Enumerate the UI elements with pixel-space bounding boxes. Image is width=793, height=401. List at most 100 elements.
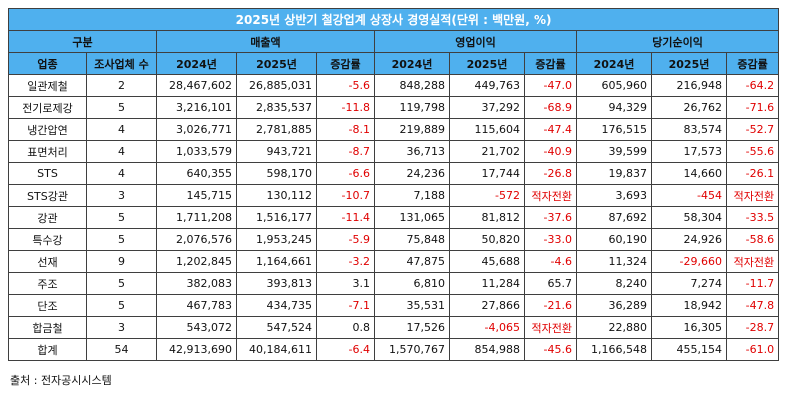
net-change-cell: -47.8 — [725, 294, 780, 317]
net-2025-cell: -29,660 — [651, 250, 727, 273]
op-change-cell: -37.6 — [524, 206, 577, 229]
industry-cell: 일관제철 — [8, 74, 87, 97]
op-2024-cell: 75,848 — [374, 228, 450, 251]
table-row: 합금철 3 543,072 547,524 0.8 17,526 -4,065 적자전환 22,… — [8, 316, 780, 339]
op-2025-cell: 11,284 — [449, 272, 525, 295]
sales-change-cell: -7.1 — [316, 294, 375, 317]
net-change-cell: -55.6 — [725, 140, 780, 163]
net-change-cell: -52.7 — [725, 118, 780, 141]
source-note: 출처 : 전자공시시스템 — [10, 374, 112, 387]
net-change-cell: -11.7 — [725, 272, 780, 295]
sales-2024-cell: 640,355 — [156, 162, 237, 185]
op-2024-cell: 35,531 — [374, 294, 450, 317]
sales-change-cell: -11.8 — [316, 96, 375, 119]
sales-2025-cell: 598,170 — [236, 162, 317, 185]
op-2024-cell: 131,065 — [374, 206, 450, 229]
net-change-cell: -61.0 — [725, 338, 780, 361]
op-2024-cell: 1,570,767 — [374, 338, 450, 361]
header-sales: 매출액 — [156, 30, 375, 53]
industry-cell: 합금철 — [8, 316, 87, 339]
table-row: 표면처리 4 1,033,579 943,721 -8.7 36,713 21,702 -40… — [8, 140, 780, 163]
industry-cell: STS강관 — [8, 184, 87, 207]
net-2024-cell: 605,960 — [576, 74, 652, 97]
sales-2024-cell: 2,076,576 — [156, 228, 237, 251]
net-2024-cell: 8,240 — [576, 272, 652, 295]
net-change-cell: 적자전환 — [725, 184, 780, 207]
op-2025-cell: 37,292 — [449, 96, 525, 119]
op-2024-cell: 219,889 — [374, 118, 450, 141]
net-2024-cell: 3,693 — [576, 184, 652, 207]
performance-table: 2025년 상반기 철강업계 상장사 경영실적(단위 : 백만원, %) 구분 … — [7, 8, 780, 361]
header-sales-2025: 2025년 — [236, 52, 317, 75]
companies-cell: 4 — [86, 140, 157, 163]
op-2025-cell: 115,604 — [449, 118, 525, 141]
op-change-cell: 적자전환 — [524, 316, 577, 339]
net-2024-cell: 1,166,548 — [576, 338, 652, 361]
net-2025-cell: 18,942 — [651, 294, 727, 317]
op-change-cell: -26.8 — [524, 162, 577, 185]
op-2025-cell: -4,065 — [449, 316, 525, 339]
industry-cell: 표면처리 — [8, 140, 87, 163]
sales-change-cell: -8.1 — [316, 118, 375, 141]
net-2025-cell: 216,948 — [651, 74, 727, 97]
sales-2025-cell: 2,835,537 — [236, 96, 317, 119]
table-row: 단조 5 467,783 434,735 -7.1 35,531 27,866 -21.6 36… — [8, 294, 780, 317]
industry-cell: 선재 — [8, 250, 87, 273]
sales-2025-cell: 1,953,245 — [236, 228, 317, 251]
sales-change-cell: 0.8 — [316, 316, 375, 339]
op-change-cell: -33.0 — [524, 228, 577, 251]
header-op-change: 증감률 — [524, 52, 577, 75]
net-2024-cell: 19,837 — [576, 162, 652, 185]
header-sales-2024: 2024년 — [156, 52, 237, 75]
op-2024-cell: 17,526 — [374, 316, 450, 339]
table-row: 전기로제강 5 3,216,101 2,835,537 -11.8 119,798 37,2… — [8, 96, 780, 119]
industry-cell: 냉간압연 — [8, 118, 87, 141]
industry-cell: 특수강 — [8, 228, 87, 251]
header-net-change: 증감률 — [725, 52, 780, 75]
sales-2024-cell: 145,715 — [156, 184, 237, 207]
net-2024-cell: 60,190 — [576, 228, 652, 251]
op-2025-cell: 854,988 — [449, 338, 525, 361]
net-2025-cell: 83,574 — [651, 118, 727, 141]
op-change-cell: -45.6 — [524, 338, 577, 361]
header-net-2025: 2025년 — [651, 52, 727, 75]
sales-2025-cell: 1,516,177 — [236, 206, 317, 229]
companies-cell: 4 — [86, 162, 157, 185]
net-change-cell: -33.5 — [725, 206, 780, 229]
header-net-profit: 당기순이익 — [575, 30, 780, 53]
sales-change-cell: -11.4 — [316, 206, 375, 229]
net-2025-cell: 26,762 — [651, 96, 727, 119]
table-title: 2025년 상반기 철강업계 상장사 경영실적(단위 : 백만원, %) — [7, 8, 780, 31]
net-2025-cell: 24,926 — [651, 228, 727, 251]
op-2024-cell: 24,236 — [374, 162, 450, 185]
sales-2024-cell: 3,026,771 — [156, 118, 237, 141]
op-change-cell: -68.9 — [524, 96, 577, 119]
op-2024-cell: 6,810 — [374, 272, 450, 295]
net-change-cell: 적자전환 — [725, 250, 780, 273]
table-row: STS 4 640,355 598,170 -6.6 24,236 17,744 -26.8 1… — [8, 162, 780, 185]
sales-2025-cell: 40,184,611 — [236, 338, 317, 361]
net-2025-cell: 455,154 — [651, 338, 727, 361]
companies-cell: 3 — [86, 184, 157, 207]
sales-change-cell: -5.6 — [316, 74, 375, 97]
group-header-row: 구분 매출액 영업이익 당기순이익 — [8, 30, 780, 53]
sales-2025-cell: 26,885,031 — [236, 74, 317, 97]
net-2024-cell: 36,289 — [576, 294, 652, 317]
net-change-cell: -26.1 — [725, 162, 780, 185]
industry-cell: 단조 — [8, 294, 87, 317]
sales-change-cell: -8.7 — [316, 140, 375, 163]
net-2024-cell: 39,599 — [576, 140, 652, 163]
net-2024-cell: 87,692 — [576, 206, 652, 229]
industry-cell: STS — [8, 162, 87, 185]
net-change-cell: -58.6 — [725, 228, 780, 251]
op-2025-cell: 17,744 — [449, 162, 525, 185]
sales-2024-cell: 28,467,602 — [156, 74, 237, 97]
sales-2025-cell: 2,781,885 — [236, 118, 317, 141]
header-companies: 조사업체 수 — [86, 52, 157, 75]
header-industry: 업종 — [8, 52, 87, 75]
sales-2024-cell: 1,033,579 — [156, 140, 237, 163]
sub-header-row: 업종 조사업체 수 2024년 2025년 증감률 2024년 2025년 증감… — [8, 52, 780, 75]
net-2024-cell: 11,324 — [576, 250, 652, 273]
companies-cell: 5 — [86, 206, 157, 229]
sales-2025-cell: 943,721 — [236, 140, 317, 163]
